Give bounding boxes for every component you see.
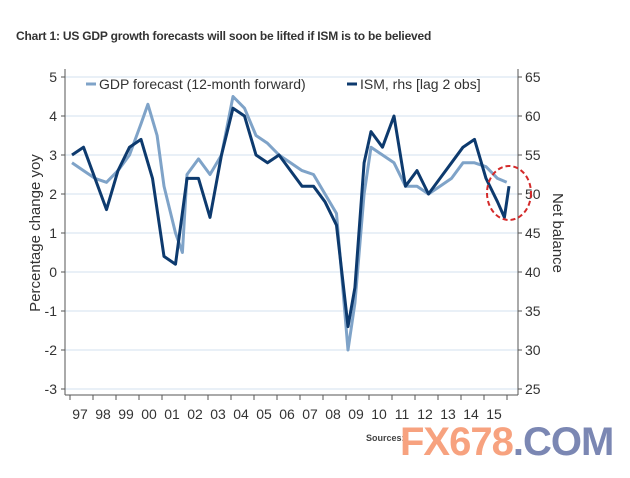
y-tick-label: 2 <box>49 186 57 202</box>
x-tick-label: 05 <box>256 406 272 422</box>
series-line-ism <box>71 106 511 329</box>
x-tick-label: 12 <box>417 406 433 422</box>
y2-tick-label: 40 <box>525 264 541 280</box>
y2-tick-label: 60 <box>525 108 541 124</box>
y-axis-label: Percentage change yoy <box>27 154 44 312</box>
y-tick-label: 0 <box>49 264 57 280</box>
y2-axis-label: Net balance <box>549 193 566 273</box>
y-tick-label: -1 <box>45 303 58 319</box>
y2-tick-label: 50 <box>525 186 541 202</box>
x-tick-label: 09 <box>348 406 364 422</box>
x-tick-label: 99 <box>118 406 134 422</box>
y2-tick-label: 25 <box>525 381 541 397</box>
x-tick-label: 98 <box>95 406 111 422</box>
x-tick-label: 08 <box>325 406 341 422</box>
legend-label-ism: ISM, rhs [lag 2 obs] <box>360 76 481 92</box>
legend-label-gdp-forecast: GDP forecast (12-month forward) <box>99 76 306 92</box>
x-tick-label: 13 <box>440 406 456 422</box>
watermark-logo: FX678.COM <box>400 420 614 464</box>
y2-tick-label: 65 <box>525 69 541 85</box>
x-tick-label: 06 <box>279 406 295 422</box>
x-tick-label: 10 <box>371 406 387 422</box>
y2-tick-label: 30 <box>525 342 541 358</box>
annotation-circle <box>486 165 532 221</box>
y2-tick-label: 55 <box>525 147 541 163</box>
x-tick-label: 00 <box>141 406 157 422</box>
x-tick-label: 07 <box>302 406 318 422</box>
source-label: Sources: <box>366 433 405 443</box>
x-tick-label: 15 <box>486 406 502 422</box>
y-tick-label: -3 <box>45 381 58 397</box>
y-tick-label: 4 <box>49 108 57 124</box>
series-line-gdp-forecast <box>71 95 508 352</box>
y-tick-label: 3 <box>49 147 57 163</box>
x-tick-label: 02 <box>187 406 203 422</box>
x-tick-label: 04 <box>233 406 249 422</box>
x-tick-label: 97 <box>72 406 88 422</box>
y2-tick-label: 45 <box>525 225 541 241</box>
x-tick-label: 14 <box>463 406 479 422</box>
x-tick-label: 01 <box>164 406 180 422</box>
y-tick-label: 1 <box>49 225 57 241</box>
x-tick-label: 11 <box>395 406 410 422</box>
x-tick-label: 03 <box>210 406 226 422</box>
y-tick-label: -2 <box>45 342 58 358</box>
y-tick-label: 5 <box>49 69 57 85</box>
y2-tick-label: 35 <box>525 303 541 319</box>
chart-title: Chart 1: US GDP growth forecasts will so… <box>16 29 432 43</box>
